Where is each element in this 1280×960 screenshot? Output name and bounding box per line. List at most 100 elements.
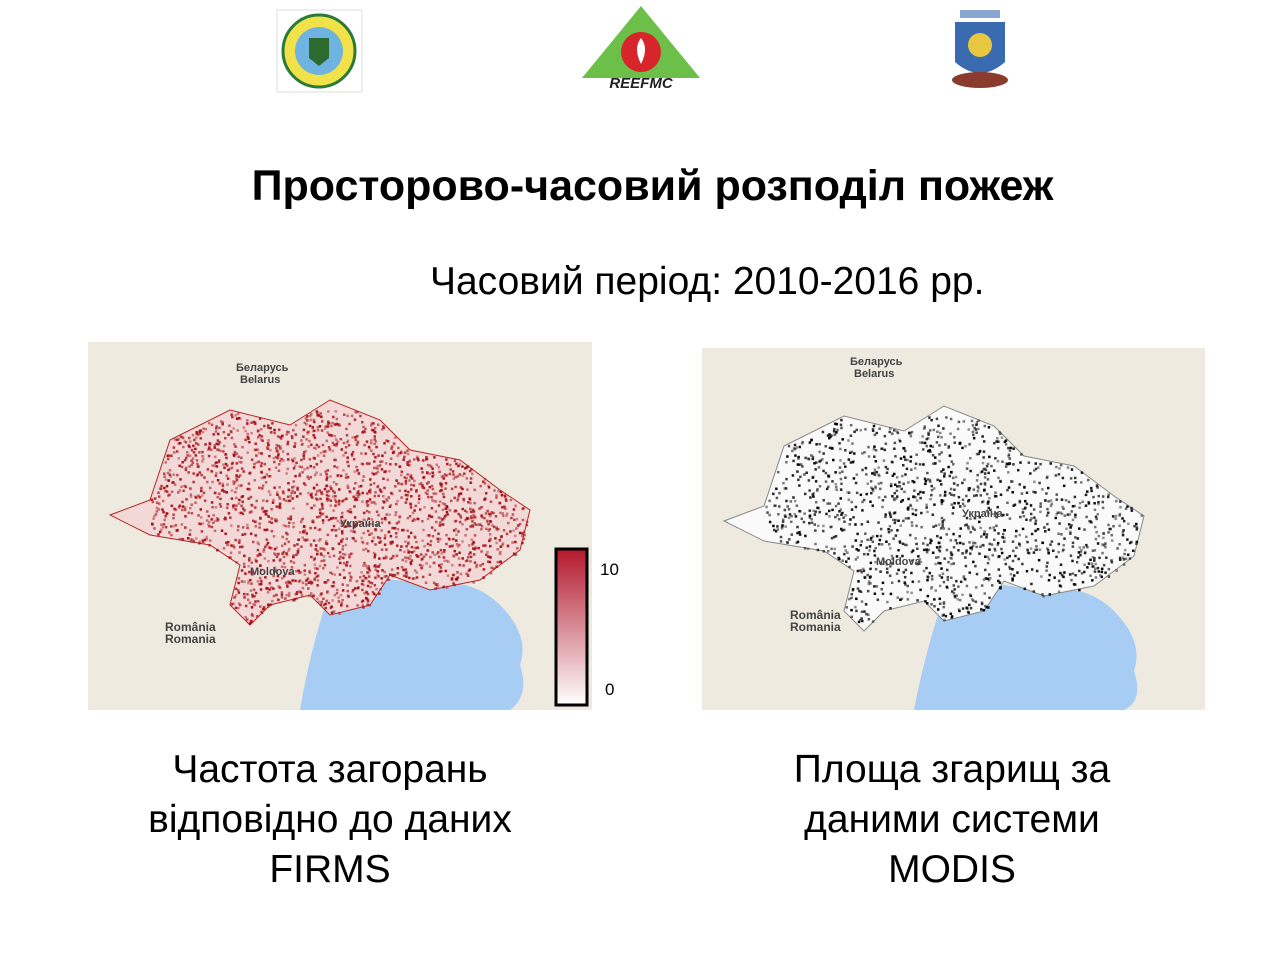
fire-dot <box>495 494 498 497</box>
fire-dot <box>965 606 968 609</box>
fire-dot <box>277 585 280 588</box>
fire-dot <box>459 516 463 519</box>
fire-dot <box>310 443 313 447</box>
fire-dot <box>229 551 233 555</box>
fire-dot <box>985 510 989 513</box>
fire-dot <box>409 483 413 487</box>
fire-dot <box>294 433 298 436</box>
fire-dot <box>184 456 188 460</box>
fire-dot <box>488 533 492 536</box>
fire-dot <box>320 490 323 494</box>
fire-dot <box>348 555 351 559</box>
fire-dot <box>437 555 441 559</box>
fire-dot <box>403 455 406 459</box>
fire-dot <box>1096 512 1100 516</box>
fire-dot <box>319 473 322 476</box>
fire-dot <box>455 462 458 466</box>
fire-dot <box>224 532 227 536</box>
fire-dot <box>938 479 942 483</box>
fire-dot <box>443 515 447 518</box>
fire-dot <box>1018 483 1021 486</box>
title: Просторово-часовий розподіл пожеж <box>251 162 1054 210</box>
fire-dot <box>479 523 482 526</box>
fire-dot <box>880 587 883 591</box>
fire-dot <box>968 443 971 446</box>
fire-dot <box>264 586 268 590</box>
fire-dot <box>1062 548 1065 552</box>
fire-dot <box>983 592 987 595</box>
fire-dot <box>342 552 345 556</box>
fire-dot <box>1030 517 1033 520</box>
fire-dot <box>886 600 889 604</box>
map-label: Беларусь <box>850 356 903 368</box>
fire-dot <box>385 556 388 560</box>
fire-dot <box>996 459 1000 463</box>
fire-dot <box>362 579 365 583</box>
fire-dot <box>457 557 461 560</box>
fire-dot <box>967 526 970 529</box>
fire-dot <box>521 518 525 522</box>
fire-dot <box>867 580 871 583</box>
fire-dot <box>461 540 464 543</box>
fire-dot <box>1087 562 1091 565</box>
fire-dot <box>293 464 297 468</box>
fire-dot <box>808 514 812 518</box>
fire-dot <box>316 454 320 457</box>
fire-dot <box>254 600 257 603</box>
fire-dot <box>300 594 304 597</box>
fire-dot <box>303 468 306 471</box>
fire-dot <box>824 444 828 448</box>
fire-dot <box>1038 481 1041 485</box>
fire-dot <box>308 414 312 418</box>
fire-dot <box>487 555 490 558</box>
fire-dot <box>950 616 953 620</box>
fire-dot <box>290 458 294 462</box>
fire-dot <box>1055 465 1058 469</box>
fire-dot <box>372 466 376 470</box>
fire-dot <box>852 516 855 519</box>
fire-dot <box>327 410 330 413</box>
fire-dot <box>518 531 522 535</box>
fire-dot <box>772 492 775 496</box>
fire-dot <box>338 488 341 491</box>
fire-dot <box>1071 545 1075 548</box>
fire-dot <box>854 481 858 485</box>
fire-dot <box>948 474 952 478</box>
fire-dot <box>312 446 316 450</box>
fire-dot <box>926 471 929 475</box>
fire-dot <box>381 425 385 428</box>
fire-dot <box>840 529 844 532</box>
fire-dot <box>267 439 270 442</box>
fire-dot <box>962 542 965 546</box>
fire-dot <box>938 444 941 447</box>
fire-dot <box>287 517 290 520</box>
fire-dot <box>1123 548 1127 552</box>
fire-dot <box>985 535 988 539</box>
fire-dot <box>1042 595 1045 598</box>
fire-dot <box>287 431 290 434</box>
fire-dot <box>495 541 498 545</box>
fire-dot <box>361 479 365 482</box>
fire-dot <box>425 455 428 459</box>
fire-dot <box>368 447 371 450</box>
fire-dot <box>841 438 844 441</box>
fire-dot <box>865 546 868 549</box>
fire-dot <box>803 547 807 550</box>
fire-dot <box>291 571 294 575</box>
fire-dot <box>323 563 327 567</box>
fire-dot <box>308 571 312 574</box>
fire-dot <box>765 505 768 509</box>
fire-dot <box>512 553 516 556</box>
fire-dot <box>236 469 239 472</box>
fire-dot <box>365 590 368 594</box>
fire-dot <box>954 539 958 542</box>
fire-dot <box>894 455 897 458</box>
fire-dot <box>925 550 929 554</box>
fire-dot <box>232 506 235 510</box>
fire-dot <box>936 478 939 482</box>
fire-dot <box>886 571 889 574</box>
fire-dot <box>243 532 247 536</box>
fire-dot <box>1070 578 1073 582</box>
fire-dot <box>1019 461 1022 464</box>
fire-dot <box>819 459 822 463</box>
